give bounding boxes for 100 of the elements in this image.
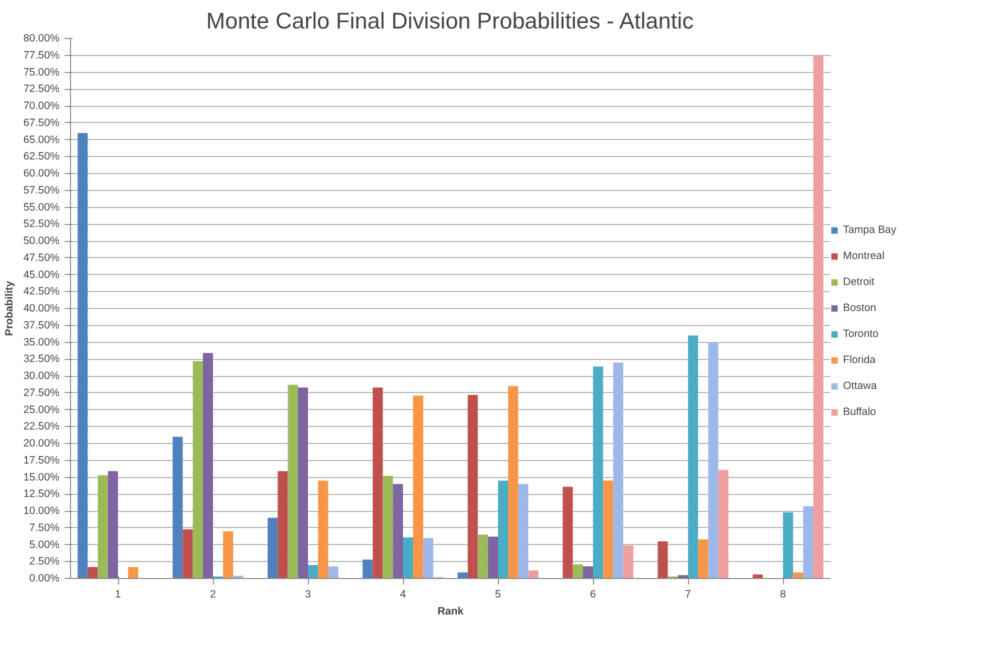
y-tick-label: 55.00% [23, 201, 60, 214]
bar [423, 538, 434, 578]
y-tick-label: 40.00% [23, 302, 60, 314]
bar [518, 484, 528, 578]
bar [688, 336, 698, 578]
bar [698, 539, 708, 578]
x-tick-label: 7 [685, 588, 692, 600]
bar [468, 394, 478, 578]
bar [508, 386, 518, 578]
y-tick-label: 42.50% [23, 286, 60, 298]
bar [328, 566, 338, 578]
x-tick-label: 3 [305, 588, 312, 600]
bar [458, 572, 468, 578]
bar [362, 560, 373, 578]
y-tick-label: 50.00% [23, 235, 60, 247]
bar [288, 384, 298, 578]
bar [413, 396, 424, 578]
y-tick-label: 2.50% [29, 556, 60, 568]
bar [268, 518, 278, 578]
bar [593, 366, 604, 578]
legend-label: Boston [843, 302, 876, 314]
bar [582, 566, 593, 578]
bar [202, 353, 213, 578]
bar [98, 475, 108, 578]
bar [813, 55, 824, 578]
x-tick-label: 6 [590, 588, 596, 600]
bar [803, 506, 814, 578]
y-tick-label: 22.50% [23, 420, 60, 433]
y-tick-label: 17.50% [23, 454, 60, 466]
y-axis-title: Probability [3, 280, 16, 336]
bar [572, 564, 583, 578]
bar [623, 545, 634, 578]
bar [562, 486, 573, 578]
bar [308, 565, 318, 578]
bar [718, 470, 728, 578]
legend-label: Montreal [843, 250, 884, 262]
legend-label: Tampa Bay [843, 224, 896, 236]
bar [478, 534, 488, 578]
bar [172, 436, 183, 578]
bar [192, 361, 203, 578]
y-tick-label: 60.00% [23, 168, 60, 180]
y-tick-label: 10.00% [23, 505, 60, 517]
y-tick-label: 25.00% [23, 404, 60, 416]
bar [298, 387, 308, 578]
y-tick-label: 70.00% [23, 100, 60, 112]
y-tick-label: 65.00% [23, 134, 60, 146]
bar [182, 529, 193, 578]
legend-label: Detroit [843, 276, 874, 288]
x-tick-label: 4 [400, 588, 406, 600]
y-tick-label: 47.50% [23, 252, 60, 264]
y-tick-label: 35.00% [23, 336, 60, 348]
y-tick-label: 5.00% [29, 538, 60, 551]
y-tick-label: 75.00% [23, 66, 60, 78]
bar [372, 387, 383, 578]
bar [658, 541, 668, 578]
bar [488, 536, 498, 578]
bar [613, 362, 624, 578]
bar [783, 512, 794, 578]
y-tick-label: 52.50% [23, 218, 60, 230]
bar [403, 537, 414, 578]
y-tick-label: 45.00% [23, 268, 60, 281]
y-tick-label: 32.50% [23, 353, 60, 366]
y-tick-label: 7.50% [29, 522, 60, 534]
x-tick-label: 5 [495, 588, 502, 600]
legend-label: Ottawa [843, 380, 877, 392]
bar [498, 480, 508, 578]
bar [128, 567, 138, 578]
bar [528, 570, 538, 578]
bar [78, 133, 88, 578]
y-tick-label: 72.50% [23, 83, 60, 96]
y-tick-label: 15.00% [23, 471, 60, 484]
bar [88, 567, 98, 578]
y-tick-label: 57.50% [23, 184, 60, 196]
bar [223, 531, 234, 578]
bar [382, 476, 393, 578]
y-tick-label: 12.50% [23, 488, 60, 500]
y-tick-label: 62.50% [23, 150, 60, 163]
y-tick-label: 20.00% [23, 438, 60, 450]
legend-label: Buffalo [843, 406, 876, 418]
x-tick-label: 8 [780, 588, 786, 600]
legend-label: Toronto [843, 328, 879, 340]
y-tick-label: 37.50% [23, 319, 60, 332]
chart-title: Monte Carlo Final Division Probabilities - Atlantic [206, 8, 694, 34]
bar [793, 572, 804, 578]
x-tick-label: 1 [115, 588, 122, 600]
legend-label: Florida [843, 354, 876, 366]
y-tick-label: 80.00% [23, 32, 60, 44]
bar [392, 484, 403, 578]
bar [318, 480, 328, 578]
y-tick-label: 0.00% [29, 572, 60, 584]
bar [278, 471, 288, 578]
y-tick-label: 30.00% [23, 370, 60, 382]
bar [752, 574, 763, 578]
bar [603, 480, 614, 578]
y-tick-label: 77.50% [23, 49, 60, 62]
x-axis-title: Rank [437, 606, 464, 618]
y-tick-label: 67.50% [23, 116, 60, 129]
bar [108, 471, 118, 578]
x-tick-label: 2 [210, 588, 216, 600]
bar [708, 342, 718, 578]
